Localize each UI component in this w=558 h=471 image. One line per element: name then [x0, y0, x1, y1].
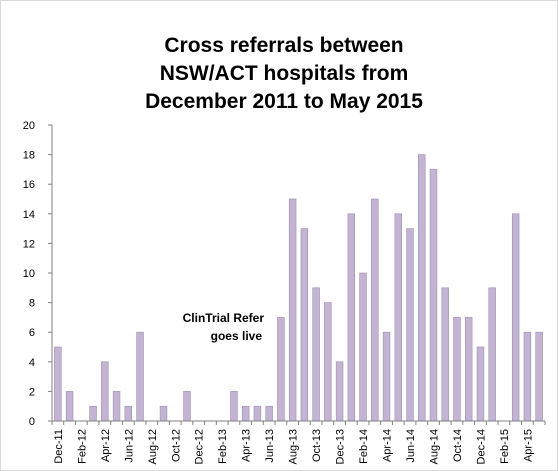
bar-Mar-13 [230, 391, 238, 422]
x-tick-label-Apr-14: Apr-14 [382, 429, 394, 462]
bar-Apr-12 [101, 361, 109, 422]
bar-Jul-12 [136, 331, 144, 422]
x-tick-label-Apr-15: Apr-15 [522, 429, 534, 462]
bar-Apr-13 [241, 405, 250, 422]
bar-Nov-12 [183, 391, 191, 422]
x-tick-label-Feb-12: Feb-12 [76, 429, 88, 464]
x-tick-label-Oct-14: Oct-14 [452, 429, 464, 462]
x-tick-label-Jun-13: Jun-13 [264, 429, 276, 463]
bar-Dec-14 [476, 346, 485, 422]
y-tick-label-4: 8 [29, 298, 35, 310]
y-tick-label-10: 20 [23, 120, 35, 132]
bar-May-13 [253, 405, 262, 422]
x-tick-label-Jun-14: Jun-14 [405, 429, 417, 463]
x-tick-label-Feb-15: Feb-15 [499, 429, 511, 464]
bar-Sep-14 [441, 287, 449, 422]
bar-Oct-13 [312, 287, 320, 422]
bar-Aug-13 [288, 198, 297, 422]
bar-May-15 [535, 331, 543, 422]
x-tick-label-Jun-12: Jun-12 [123, 429, 135, 463]
bar-May-12 [112, 391, 121, 422]
bar-Jan-15 [488, 287, 496, 422]
x-tick-label-Feb-13: Feb-13 [217, 429, 229, 464]
x-tick-label-Aug-12: Aug-12 [147, 429, 159, 464]
x-tick-label-Aug-13: Aug-13 [288, 429, 300, 464]
bar-Jan-12 [65, 391, 74, 422]
x-tick-label-Dec-12: Dec-12 [194, 429, 206, 464]
x-tick-label-Dec-13: Dec-13 [335, 429, 347, 464]
bar-Jul-14 [418, 154, 426, 422]
bar-May-14 [394, 213, 402, 422]
y-tick-label-3: 6 [29, 327, 35, 339]
bar-Oct-14 [453, 317, 461, 422]
x-axis-ticks: Dec-11 Feb-12 Apr-12 Jun-12 Aug-12 Oct-12 Dec-… [51, 421, 546, 464]
bar-Aug-14 [429, 169, 438, 422]
bar-Mar-14 [371, 198, 379, 422]
bar-Apr-15 [523, 331, 532, 422]
y-tick-label-0: 0 [29, 416, 35, 428]
x-tick-label-Aug-14: Aug-14 [428, 429, 440, 464]
bar-Jun-13 [265, 405, 273, 422]
bar-Nov-14 [464, 317, 473, 422]
y-tick-label-2: 4 [29, 357, 35, 369]
x-tick-label-Dec-11: Dec-11 [53, 429, 65, 464]
annotation-line-2: goes live [211, 329, 263, 343]
annotation-line-1: ClinTrial Refer [183, 311, 265, 325]
y-tick-label-6: 12 [23, 238, 35, 250]
bar-Jan-14 [347, 213, 356, 422]
y-tick-label-5: 10 [23, 268, 35, 280]
y-tick-label-7: 14 [23, 209, 35, 221]
bar-Sep-12 [159, 405, 168, 422]
chart-title-line-2: NSW/ACT hospitals from [160, 62, 409, 85]
bar-Feb-14 [359, 272, 367, 422]
y-tick-label-1: 2 [29, 386, 35, 398]
bar-Apr-14 [382, 331, 391, 422]
bar-Mar-12 [89, 405, 97, 422]
y-axis-ticks: 0 2 4 6 8 10 12 14 16 18 20 [23, 120, 52, 428]
bar-Jul-13 [277, 317, 285, 422]
bars-group [54, 154, 543, 422]
y-tick-label-8: 16 [23, 179, 35, 191]
x-tick-label-Feb-14: Feb-14 [358, 429, 370, 464]
x-tick-label-Apr-12: Apr-12 [100, 429, 112, 462]
bar-Sep-13 [300, 228, 309, 422]
x-tick-label-Apr-13: Apr-13 [241, 429, 253, 462]
x-tick-label-Oct-13: Oct-13 [311, 429, 323, 462]
chart-title-line-1: Cross referrals between [164, 34, 403, 57]
bar-Jun-12 [124, 405, 133, 422]
bar-Nov-13 [324, 302, 332, 422]
chart-title-line-3: December 2011 to May 2015 [145, 90, 423, 113]
x-tick-label-Oct-12: Oct-12 [170, 429, 182, 462]
bar-Mar-15 [511, 213, 520, 422]
y-tick-label-9: 18 [23, 150, 35, 162]
bar-Jun-14 [406, 228, 414, 422]
x-tick-label-Dec-14: Dec-14 [475, 429, 487, 464]
bar-Dec-13 [335, 361, 344, 422]
bar-Dec-11 [54, 346, 62, 422]
